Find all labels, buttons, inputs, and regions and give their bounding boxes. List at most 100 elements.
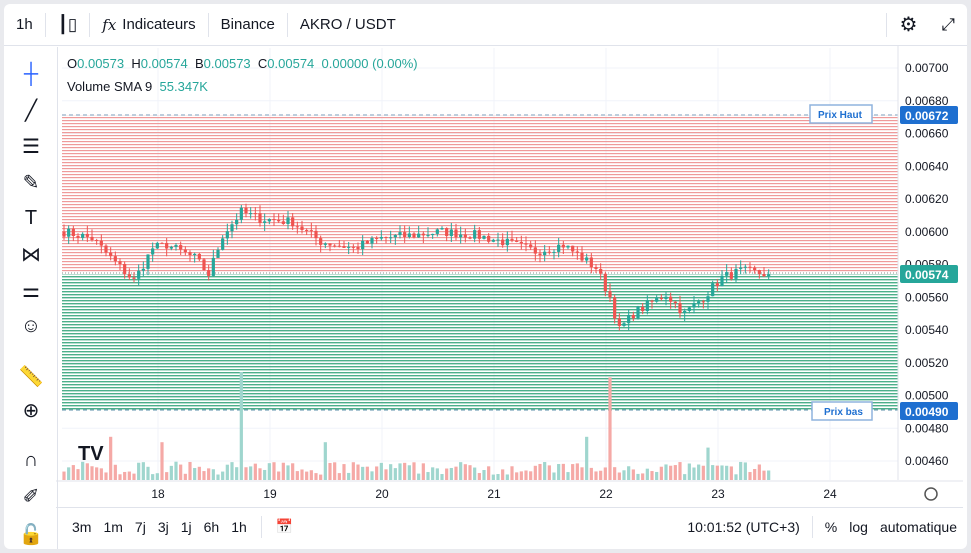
volume-bar: [641, 473, 645, 480]
axis-settings-icon[interactable]: [924, 487, 938, 501]
candle: [715, 279, 719, 292]
range-1h[interactable]: 1h: [231, 518, 247, 535]
volume-bar: [183, 473, 187, 480]
volume-bar: [631, 469, 635, 480]
zoom-in-icon[interactable]: ⊕: [22, 399, 40, 422]
brush-icon[interactable]: ✎: [22, 171, 40, 194]
candle: [267, 218, 271, 225]
volume-bar: [169, 465, 173, 480]
volume-bar: [123, 471, 127, 480]
range-3j[interactable]: 3j: [157, 518, 169, 535]
volume-bar: [211, 469, 215, 480]
candle: [482, 235, 486, 240]
volume-bar: [258, 468, 262, 480]
candle: [281, 214, 285, 225]
price-tick: 0.00640: [905, 159, 949, 173]
candle: [734, 264, 738, 283]
volume-bar: [767, 470, 771, 480]
candle: [664, 291, 668, 306]
candle: [524, 236, 528, 252]
candle: [197, 252, 201, 262]
log-toggle[interactable]: log: [849, 518, 868, 535]
volume-bar: [655, 471, 659, 480]
high-label-box[interactable]: Prix Haut: [809, 104, 873, 124]
interval-button[interactable]: 1h: [4, 4, 45, 46]
clock[interactable]: 10:01:52 (UTC+3): [687, 518, 800, 535]
volume-bar: [585, 436, 589, 480]
percent-toggle[interactable]: %: [824, 518, 838, 535]
volume-bar: [748, 472, 752, 480]
time-tick: 20: [375, 487, 389, 501]
exchange-label[interactable]: Binance: [209, 4, 287, 46]
time-tick: 23: [711, 487, 725, 501]
magnet-icon[interactable]: ∩: [23, 448, 39, 471]
high-price-text: 0.00672: [905, 109, 949, 123]
volume-bar: [552, 472, 556, 480]
candle: [608, 283, 612, 303]
current-price-badge: [900, 265, 958, 283]
candle: [286, 210, 290, 230]
volume-bar: [459, 462, 463, 480]
volume-bar: [608, 377, 612, 480]
chart-type-button[interactable]: ┃▯: [46, 4, 90, 46]
candle: [403, 225, 407, 243]
range-3m[interactable]: 3m: [72, 518, 92, 535]
settings-button[interactable]: ⚙: [887, 4, 929, 46]
candle: [211, 249, 215, 277]
volume-bar: [132, 473, 136, 480]
low-price-text: 0.00490: [905, 405, 949, 419]
emoji-icon[interactable]: ☺: [20, 314, 42, 337]
symbol-text: AKRO / USDT: [299, 16, 396, 33]
lock-drawings-icon[interactable]: ✐: [22, 485, 40, 508]
ruler-icon[interactable]: 📏: [18, 365, 44, 388]
candle: [491, 238, 495, 243]
calendar-icon[interactable]: 📅: [275, 518, 294, 534]
fullscreen-button[interactable]: ⤢: [929, 4, 967, 46]
pattern-icon[interactable]: ⋈: [21, 243, 41, 266]
volume-bar: [566, 472, 570, 480]
candle: [118, 258, 122, 271]
low-label-box[interactable]: Prix bas: [811, 401, 873, 421]
candle: [85, 225, 89, 243]
symbol-button[interactable]: AKRO / USDT: [288, 4, 408, 46]
volume-bar: [645, 468, 649, 480]
volume-bar: [753, 468, 757, 480]
volume-bar: [575, 463, 579, 480]
crosshair-icon[interactable]: ┼: [23, 62, 39, 85]
range-6h[interactable]: 6h: [203, 518, 220, 535]
candle: [384, 236, 388, 244]
candle: [435, 228, 439, 237]
candle: [701, 299, 705, 309]
candle: [743, 264, 747, 274]
range-1m[interactable]: 1m: [103, 518, 123, 535]
candles-icon: ┃▯: [57, 14, 78, 34]
unlock-icon[interactable]: 🔓: [18, 523, 44, 546]
volume-bar: [62, 471, 66, 480]
volume-bar: [249, 466, 253, 480]
prediction-icon[interactable]: ⚌: [22, 279, 40, 302]
fib-lines-icon[interactable]: ☰: [22, 135, 40, 158]
candle: [645, 295, 649, 315]
text-icon[interactable]: T: [24, 206, 38, 229]
volume-bar: [370, 471, 374, 480]
range-7j[interactable]: 7j: [134, 518, 146, 535]
candle: [739, 260, 743, 275]
range-1j[interactable]: 1j: [180, 518, 192, 535]
trend-line-icon[interactable]: ╱: [24, 99, 38, 122]
volume-bar: [561, 463, 565, 480]
candle: [426, 227, 430, 238]
candle: [505, 231, 509, 252]
fx-icon: fx: [102, 15, 117, 34]
candle: [253, 207, 257, 221]
volume-bar: [683, 474, 687, 480]
candle: [468, 236, 472, 240]
volume-bar: [491, 474, 495, 480]
bottom-toolbar: 3m 1m 7j 3j 1j 6h 1h 📅 10:01:52 (UTC+3) …: [56, 507, 963, 545]
auto-toggle[interactable]: automatique: [879, 518, 957, 535]
candle: [510, 230, 514, 243]
indicators-button[interactable]: fx Indicateurs: [90, 4, 207, 46]
price-tick: 0.00620: [905, 192, 949, 206]
candle: [356, 242, 360, 254]
candle: [543, 245, 547, 262]
